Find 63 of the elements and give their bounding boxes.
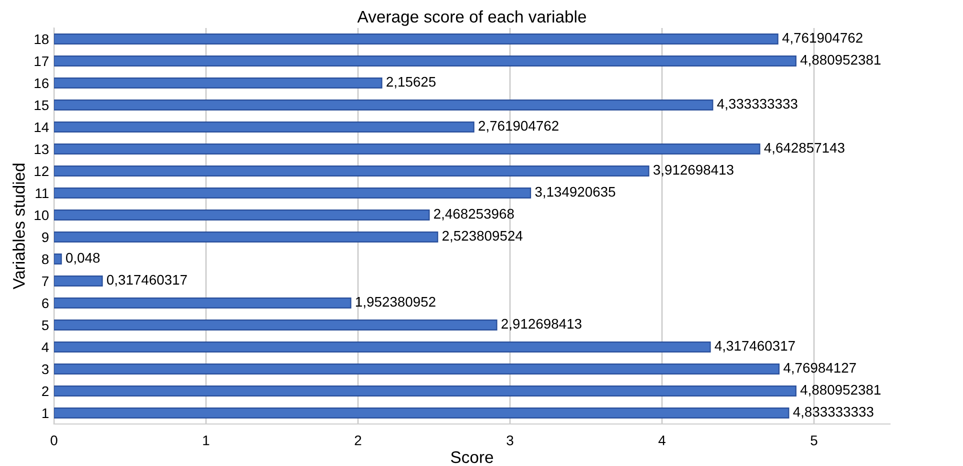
data-label: 2,912698413 bbox=[502, 318, 582, 330]
data-label: 2,761904762 bbox=[478, 120, 558, 132]
bar bbox=[54, 231, 438, 243]
bar bbox=[54, 297, 352, 309]
data-label: 4,333333333 bbox=[717, 98, 798, 110]
data-label: 4,880952381 bbox=[800, 54, 880, 66]
data-label: 4,76984127 bbox=[784, 362, 856, 374]
y-tick-label: 17 bbox=[34, 56, 48, 66]
bar bbox=[54, 143, 760, 155]
y-tick-label: 5 bbox=[42, 320, 49, 330]
y-tick-label: 11 bbox=[36, 188, 48, 198]
y-tick-label: 4 bbox=[42, 342, 49, 352]
bar bbox=[54, 341, 711, 353]
data-label: 0,048 bbox=[66, 252, 100, 264]
bar bbox=[54, 253, 62, 265]
y-tick-label: 13 bbox=[34, 144, 49, 154]
data-label: 0,317460317 bbox=[106, 274, 187, 286]
data-label: 4,317460317 bbox=[714, 340, 795, 352]
data-label: 4,880952381 bbox=[800, 384, 880, 396]
y-tick-label: 7 bbox=[42, 276, 48, 286]
x-tick-label: 2 bbox=[354, 435, 362, 446]
y-tick-label: 15 bbox=[34, 100, 49, 110]
x-tick-label: 0 bbox=[50, 435, 58, 446]
bar bbox=[54, 165, 650, 177]
bar bbox=[54, 99, 714, 111]
data-label: 3,912698413 bbox=[653, 164, 734, 176]
y-tick-label: 1 bbox=[42, 408, 48, 418]
data-label: 4,642857143 bbox=[764, 142, 844, 154]
x-tick-label: 4 bbox=[658, 436, 666, 446]
y-tick-label: 10 bbox=[34, 210, 49, 220]
x-axis-title: Score bbox=[450, 451, 494, 464]
y-tick-label: 14 bbox=[34, 122, 49, 132]
bar bbox=[54, 33, 778, 45]
y-tick-label: 3 bbox=[42, 364, 49, 374]
bar bbox=[54, 385, 796, 397]
y-tick-label: 16 bbox=[34, 78, 49, 88]
y-tick-label: 12 bbox=[34, 166, 48, 176]
x-tick-label: 5 bbox=[810, 436, 818, 446]
y-tick-label: 6 bbox=[42, 298, 49, 308]
data-label: 4,761904762 bbox=[782, 32, 862, 44]
bar bbox=[54, 121, 474, 133]
bar bbox=[54, 77, 382, 89]
bar bbox=[54, 209, 430, 221]
bar bbox=[54, 363, 780, 375]
y-axis-title: Variables studied bbox=[12, 164, 25, 290]
bar bbox=[54, 319, 498, 331]
data-label: 2,523809524 bbox=[442, 230, 522, 242]
y-tick-label: 18 bbox=[34, 34, 49, 44]
bar bbox=[54, 187, 532, 199]
data-label: 2,468253968 bbox=[434, 208, 514, 220]
data-label: 1,952380952 bbox=[356, 296, 436, 308]
y-tick-label: 8 bbox=[42, 254, 49, 264]
bar bbox=[54, 55, 796, 67]
y-tick-label: 2 bbox=[42, 386, 48, 396]
y-tick-label: 9 bbox=[42, 232, 48, 242]
bar bbox=[54, 275, 103, 287]
chart-title: Average score of each variable bbox=[357, 10, 586, 26]
data-label: 3,134920635 bbox=[535, 186, 616, 198]
data-label: 4,833333333 bbox=[793, 406, 874, 418]
data-label: 2,15625 bbox=[386, 76, 436, 88]
bar bbox=[54, 407, 790, 419]
x-tick-label: 1 bbox=[203, 436, 210, 446]
x-tick-label: 3 bbox=[506, 435, 514, 446]
